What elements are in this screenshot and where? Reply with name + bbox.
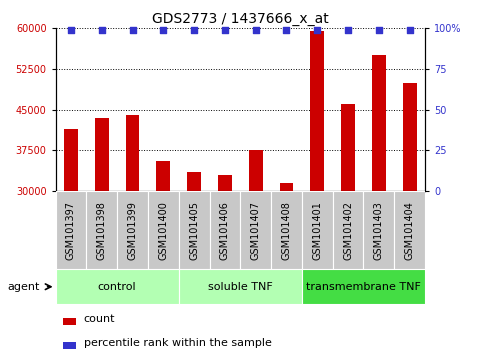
Text: GSM101400: GSM101400 — [158, 201, 168, 259]
Bar — [271, 191, 302, 269]
Bar — [210, 191, 240, 269]
Text: GSM101405: GSM101405 — [189, 201, 199, 259]
Bar — [364, 191, 394, 269]
Bar — [302, 269, 425, 304]
Text: GSM101407: GSM101407 — [251, 201, 261, 259]
Bar — [333, 191, 364, 269]
Point — [128, 27, 136, 33]
Title: GDS2773 / 1437666_x_at: GDS2773 / 1437666_x_at — [152, 12, 328, 26]
Bar — [403, 82, 416, 191]
Bar — [249, 150, 263, 191]
Bar — [394, 191, 425, 269]
Text: GSM101401: GSM101401 — [313, 201, 322, 259]
Text: count: count — [84, 314, 115, 324]
Text: GSM101399: GSM101399 — [128, 201, 138, 259]
Bar — [218, 175, 232, 191]
Bar — [56, 191, 86, 269]
Bar — [179, 269, 302, 304]
Point — [252, 27, 259, 33]
Bar — [341, 104, 355, 191]
Bar — [64, 129, 78, 191]
Bar — [63, 342, 76, 349]
Point — [283, 27, 290, 33]
Text: agent: agent — [7, 282, 40, 292]
Text: percentile rank within the sample: percentile rank within the sample — [84, 338, 271, 348]
Bar — [302, 191, 333, 269]
Bar — [372, 56, 386, 191]
Point — [375, 27, 383, 33]
Bar — [311, 31, 324, 191]
Text: transmembrane TNF: transmembrane TNF — [306, 282, 421, 292]
Text: GSM101404: GSM101404 — [405, 201, 414, 259]
Text: GSM101403: GSM101403 — [374, 201, 384, 259]
Bar — [56, 269, 179, 304]
Bar — [280, 183, 293, 191]
Text: soluble TNF: soluble TNF — [208, 282, 273, 292]
Text: GSM101408: GSM101408 — [282, 201, 291, 259]
Text: GSM101406: GSM101406 — [220, 201, 230, 259]
Text: GSM101398: GSM101398 — [97, 201, 107, 259]
Point — [159, 27, 167, 33]
Bar — [86, 191, 117, 269]
Point — [221, 27, 229, 33]
Point — [67, 27, 75, 33]
Bar — [117, 191, 148, 269]
Point — [313, 27, 321, 33]
Bar — [156, 161, 170, 191]
Bar — [63, 318, 76, 325]
Bar — [95, 118, 109, 191]
Bar — [179, 191, 210, 269]
Bar — [240, 191, 271, 269]
Point — [406, 27, 413, 33]
Point — [190, 27, 198, 33]
Bar — [148, 191, 179, 269]
Text: GSM101402: GSM101402 — [343, 201, 353, 259]
Text: control: control — [98, 282, 136, 292]
Point — [98, 27, 106, 33]
Bar — [187, 172, 201, 191]
Bar — [126, 115, 140, 191]
Point — [344, 27, 352, 33]
Text: GSM101397: GSM101397 — [66, 201, 76, 259]
